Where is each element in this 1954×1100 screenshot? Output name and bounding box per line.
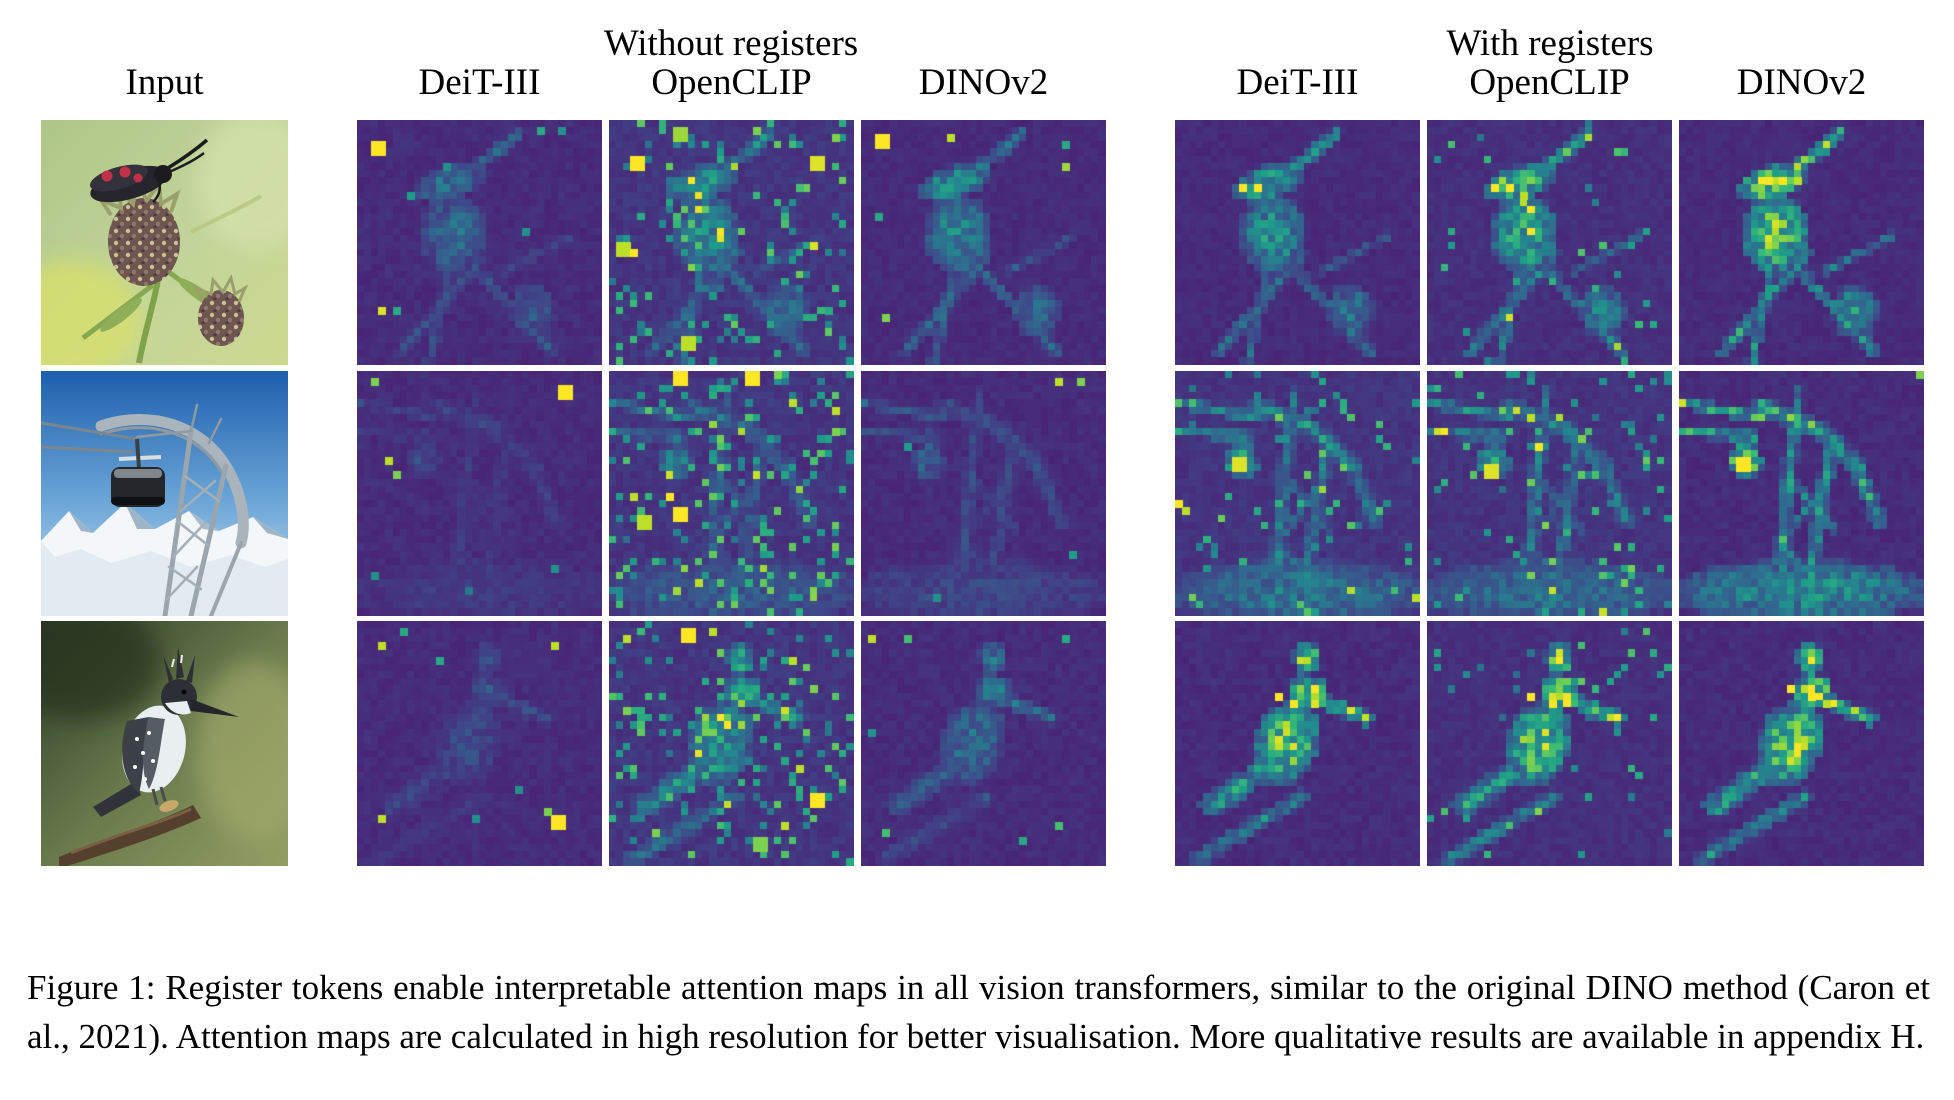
column-label-openclip-without: OpenCLIP — [651, 62, 812, 103]
column-label-dinov2-with: DINOv2 — [1736, 62, 1867, 103]
attention-map-row2-deit3-with — [1175, 371, 1420, 616]
column-label-deit3-with: DeiT-III — [1236, 62, 1359, 103]
attention-map-row1-openclip-without — [609, 120, 854, 365]
moth-shape — [90, 138, 209, 203]
attention-map-row1-deit3-without — [357, 120, 602, 365]
cable-car-shape — [111, 438, 165, 507]
kingfisher-shape — [93, 647, 239, 817]
thistle-bud-shape — [95, 176, 249, 346]
attention-map-row1-dinov2-with — [1679, 120, 1924, 365]
attention-map-row1-openclip-with — [1427, 120, 1672, 365]
attention-map-row3-deit3-with — [1175, 621, 1420, 866]
attention-map-row1-deit3-with — [1175, 120, 1420, 365]
attention-map-row2-openclip-with — [1427, 371, 1672, 616]
column-label-openclip-with: OpenCLIP — [1469, 62, 1630, 103]
group-header-with-registers: With registers — [1446, 23, 1654, 64]
input-photo-cable-car — [41, 371, 288, 616]
attention-map-row2-dinov2-with — [1679, 371, 1924, 616]
attention-map-row2-openclip-without — [609, 371, 854, 616]
attention-map-row2-dinov2-without — [861, 371, 1106, 616]
figure-caption: Figure 1: Register tokens enable interpr… — [27, 968, 1930, 1056]
attention-map-row3-openclip-without — [609, 621, 854, 866]
column-label-dinov2-without: DINOv2 — [918, 62, 1049, 103]
input-photo-kingfisher — [41, 621, 288, 866]
attention-map-row3-dinov2-with — [1679, 621, 1924, 866]
column-label-input: Input — [125, 62, 204, 103]
attention-map-row3-dinov2-without — [861, 621, 1106, 866]
group-header-without-registers: Without registers — [603, 23, 859, 64]
input-photo-moth-on-thistle — [41, 120, 288, 365]
attention-map-row3-openclip-with — [1427, 621, 1672, 866]
attention-map-row1-dinov2-without — [861, 120, 1106, 365]
attention-map-row2-deit3-without — [357, 371, 602, 616]
attention-map-row3-deit3-without — [357, 621, 602, 866]
mountains-shape — [41, 503, 288, 616]
branch-shape — [59, 800, 201, 866]
column-label-deit3-without: DeiT-III — [418, 62, 541, 103]
pylon-shape — [95, 403, 249, 616]
